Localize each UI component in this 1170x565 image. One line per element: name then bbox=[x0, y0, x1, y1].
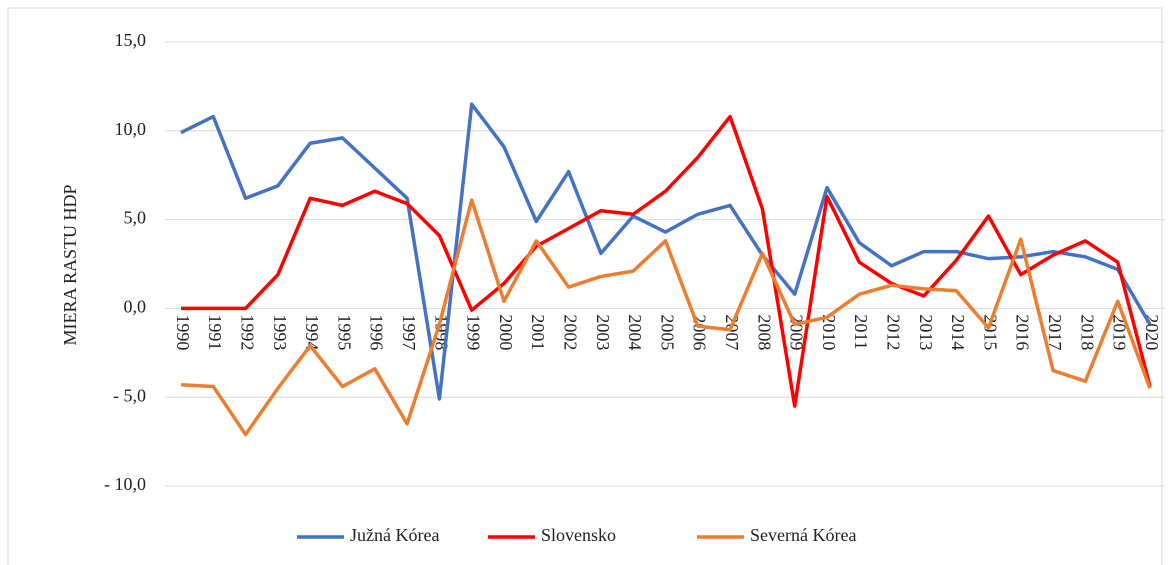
x-tick-label: 1999 bbox=[464, 314, 484, 350]
series-line bbox=[180, 102, 1152, 401]
x-tick-label: 2010 bbox=[819, 314, 839, 350]
y-tick-label: - 5,0 bbox=[113, 385, 146, 405]
x-tick-label: 2011 bbox=[851, 314, 871, 349]
legend-label: Severná Kórea bbox=[750, 525, 856, 545]
series-line bbox=[180, 198, 1152, 437]
x-tick-label: 2018 bbox=[1077, 314, 1097, 350]
x-tick-label: 2016 bbox=[1013, 314, 1033, 350]
y-tick-label: 15,0 bbox=[115, 30, 147, 50]
x-tick-label: 1995 bbox=[334, 314, 354, 350]
y-tick-label: 0,0 bbox=[124, 297, 147, 317]
x-tick-label: 1991 bbox=[205, 314, 225, 350]
x-tick-label: 2012 bbox=[883, 314, 903, 350]
x-tick-label: 1993 bbox=[270, 314, 290, 350]
legend-label: Južná Kórea bbox=[350, 525, 439, 545]
x-tick-label: 2007 bbox=[722, 314, 742, 350]
x-tick-label: 2004 bbox=[625, 314, 645, 350]
chart-border bbox=[7, 7, 1163, 565]
x-tick-label: 1996 bbox=[367, 314, 387, 350]
x-tick-label: 2014 bbox=[948, 314, 968, 350]
series-line bbox=[181, 114, 1152, 408]
y-tick-label: 5,0 bbox=[124, 208, 147, 228]
x-tick-label: 2013 bbox=[916, 314, 936, 350]
x-tick-label: 1994 bbox=[302, 314, 322, 350]
x-tick-label: 2019 bbox=[1110, 314, 1130, 350]
y-tick-label: 10,0 bbox=[115, 119, 147, 139]
x-tick-label: 2001 bbox=[528, 314, 548, 350]
x-tick-label: 2006 bbox=[690, 314, 710, 350]
x-tick-label: 2005 bbox=[657, 314, 677, 350]
x-tick-label: 2017 bbox=[1045, 314, 1065, 350]
x-tick-label: 1992 bbox=[237, 314, 257, 350]
x-tick-label: 2000 bbox=[496, 314, 516, 350]
x-tick-label: 1990 bbox=[173, 314, 193, 350]
x-tick-label: 1997 bbox=[399, 314, 419, 350]
x-tick-label: 2002 bbox=[560, 314, 580, 350]
x-tick-label: 2003 bbox=[593, 314, 613, 350]
legend-label: Slovensko bbox=[541, 525, 616, 545]
y-tick-label: - 10,0 bbox=[104, 474, 146, 494]
y-axis-label: MIERA RASTU HDP bbox=[60, 184, 80, 345]
x-tick-label: 2020 bbox=[1142, 314, 1162, 350]
x-tick-label: 2008 bbox=[754, 314, 774, 350]
